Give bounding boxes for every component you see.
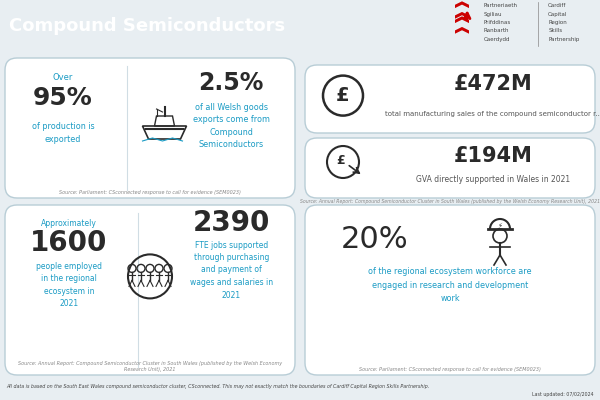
FancyBboxPatch shape	[5, 205, 295, 375]
Text: people employed
in the regional
ecosystem in
2021: people employed in the regional ecosyste…	[36, 262, 102, 308]
Text: Sgiliau: Sgiliau	[484, 12, 502, 17]
Text: Partneriaeth: Partneriaeth	[484, 3, 517, 8]
Text: Capital: Capital	[548, 12, 568, 17]
Text: of all Welsh goods
exports come from
Compound
Semiconductors: of all Welsh goods exports come from Com…	[193, 103, 270, 149]
Text: of the regional ecosystem workforce are
engaged in research and development
work: of the regional ecosystem workforce are …	[368, 267, 532, 303]
Text: ❰❰: ❰❰	[452, 15, 466, 38]
Text: total manufacturing sales of the compound semiconductor r...: total manufacturing sales of the compoun…	[385, 111, 600, 117]
Text: 95%: 95%	[33, 86, 93, 110]
Text: 20%: 20%	[341, 226, 409, 254]
Text: £472M: £472M	[454, 74, 533, 94]
Text: All data is based on the South East Wales compound semiconductor cluster, CSconn: All data is based on the South East Wale…	[6, 384, 429, 389]
FancyBboxPatch shape	[5, 58, 295, 198]
FancyBboxPatch shape	[305, 138, 595, 198]
Text: Caerdydd: Caerdydd	[484, 37, 510, 42]
Text: 1600: 1600	[30, 229, 107, 257]
Text: Approximately: Approximately	[41, 218, 97, 228]
Text: Source: Annual Report: Compound Semiconductor Cluster in South Wales (published : Source: Annual Report: Compound Semicond…	[300, 199, 600, 204]
FancyBboxPatch shape	[305, 205, 595, 375]
Text: Region: Region	[548, 20, 567, 25]
Text: Source: Annual Report: Compound Semiconductor Cluster in South Wales (published : Source: Annual Report: Compound Semicond…	[18, 361, 282, 372]
Text: Prifddinas: Prifddinas	[484, 20, 511, 25]
Text: Source: Parliament: CSconnected response to call for evidence (SEM0023): Source: Parliament: CSconnected response…	[59, 190, 241, 195]
Text: GVA directly supported in Wales in 2021: GVA directly supported in Wales in 2021	[416, 176, 571, 184]
Text: Compound Semiconductors: Compound Semiconductors	[9, 17, 285, 35]
Text: Partnership: Partnership	[548, 37, 580, 42]
Text: Source: Parliament: CSconnected response to call for evidence (SEM0023): Source: Parliament: CSconnected response…	[359, 367, 541, 372]
Text: ⚡: ⚡	[497, 223, 502, 229]
Text: 2390: 2390	[193, 209, 270, 237]
Text: £194M: £194M	[454, 146, 533, 166]
Text: ❰❰: ❰❰	[452, 0, 466, 24]
Text: £: £	[336, 86, 350, 105]
Text: Last updated: 07/02/2024: Last updated: 07/02/2024	[532, 392, 594, 397]
Text: Skills: Skills	[548, 28, 562, 34]
Text: Cardiff: Cardiff	[548, 3, 566, 8]
Text: of production is
exported: of production is exported	[32, 122, 94, 144]
FancyBboxPatch shape	[305, 65, 595, 133]
Text: £: £	[337, 154, 346, 166]
Text: Ranbarth: Ranbarth	[484, 28, 509, 34]
Text: Over: Over	[53, 74, 73, 82]
Text: 2.5%: 2.5%	[199, 71, 264, 95]
Text: FTE jobs supported
through purchasing
and payment of
wages and salaries in
2021: FTE jobs supported through purchasing an…	[190, 240, 273, 300]
